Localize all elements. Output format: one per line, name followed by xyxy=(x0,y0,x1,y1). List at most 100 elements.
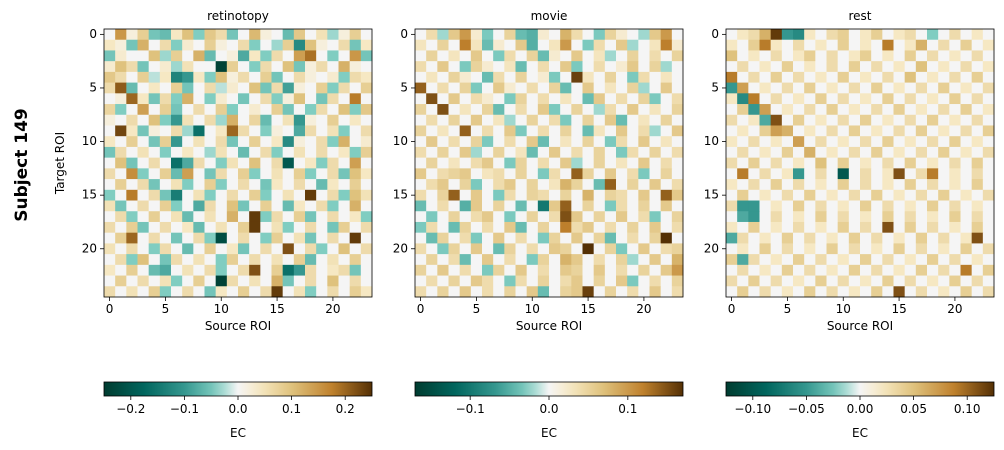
heatmap-cell xyxy=(616,125,628,137)
heatmap-cell xyxy=(159,243,172,255)
heatmap-cell xyxy=(915,125,928,137)
heatmap-cell xyxy=(793,125,805,137)
heatmap-cell xyxy=(148,200,161,212)
heatmap-cell xyxy=(949,254,961,266)
heatmap-cell xyxy=(604,146,617,159)
heatmap-cell xyxy=(871,254,883,266)
heatmap-cell xyxy=(860,71,872,83)
heatmap-cell xyxy=(448,254,461,266)
heatmap-cell xyxy=(282,29,295,41)
heatmap-cell xyxy=(604,50,617,62)
heatmap-cell xyxy=(949,82,961,94)
heatmap-cell xyxy=(726,189,738,201)
heatmap-cell xyxy=(182,93,194,105)
heatmap-cell xyxy=(249,232,261,244)
heatmap-cell xyxy=(949,50,961,62)
y-tick-label: 10 xyxy=(393,134,408,148)
heatmap-cell xyxy=(759,264,772,276)
heatmap-cell xyxy=(171,179,183,191)
heatmap-cell xyxy=(938,82,950,94)
heatmap-cell xyxy=(560,104,572,116)
heatmap-cell xyxy=(515,168,528,180)
heatmap-cell xyxy=(271,200,284,212)
heatmap-cell xyxy=(649,243,662,255)
heatmap-cell xyxy=(193,200,205,212)
heatmap-cell xyxy=(515,221,528,234)
heatmap-cell xyxy=(793,232,805,244)
heatmap-cell xyxy=(137,275,150,287)
heatmap-cell xyxy=(748,146,760,159)
heatmap-cell xyxy=(493,71,505,83)
heatmap-cell xyxy=(604,211,617,223)
heatmap-cell xyxy=(515,71,528,83)
heatmap-cell xyxy=(882,200,894,212)
heatmap-cell xyxy=(604,104,617,116)
heatmap-cell xyxy=(482,189,494,201)
heatmap-cell xyxy=(848,189,861,201)
heatmap-cell xyxy=(126,179,138,191)
heatmap-cell xyxy=(927,200,939,212)
heatmap-cell xyxy=(915,221,928,234)
heatmap-cell xyxy=(871,125,883,137)
heatmap-cell xyxy=(860,157,872,169)
heatmap-cell xyxy=(737,146,749,159)
heatmap-cell xyxy=(459,61,472,73)
heatmap-cell xyxy=(459,93,472,105)
heatmap-cell xyxy=(282,82,295,94)
heatmap-cell xyxy=(182,254,194,266)
heatmap-cell xyxy=(949,168,961,180)
heatmap-cell xyxy=(982,29,995,41)
heatmap-cell xyxy=(793,39,805,51)
heatmap-cell xyxy=(415,39,427,51)
heatmap-cell xyxy=(660,254,673,266)
heatmap-cell xyxy=(938,93,950,105)
heatmap-cell xyxy=(148,286,161,298)
heatmap-cell xyxy=(349,254,362,266)
heatmap-cell xyxy=(627,136,639,148)
heatmap-cell xyxy=(759,211,772,223)
heatmap-cell xyxy=(504,50,516,62)
heatmap-cell xyxy=(837,93,850,105)
heatmap-cell xyxy=(448,286,461,298)
axes-frame xyxy=(725,28,995,298)
heatmap-cell xyxy=(748,157,760,169)
heatmap-cell xyxy=(837,104,850,116)
heatmap-cell xyxy=(671,232,684,244)
heatmap-cell xyxy=(593,232,606,244)
heatmap-cell xyxy=(837,200,850,212)
heatmap-cell xyxy=(582,232,595,244)
heatmap-cell xyxy=(726,125,738,137)
heatmap-cell xyxy=(815,189,827,201)
heatmap-cell xyxy=(960,275,973,287)
heatmap-cell xyxy=(560,157,572,169)
heatmap-cell xyxy=(493,136,505,148)
heatmap-cell xyxy=(971,157,984,169)
colorbar-tick-label: 0.2 xyxy=(336,402,355,416)
heatmap-cell xyxy=(137,264,150,276)
heatmap-cell xyxy=(260,114,272,126)
heatmap-cell xyxy=(848,82,861,94)
heatmap-cell xyxy=(327,29,339,41)
heatmap-cell xyxy=(759,71,772,83)
heatmap-cell xyxy=(459,168,472,180)
y-tick-label: 15 xyxy=(704,188,719,202)
heatmap-cell xyxy=(338,275,351,287)
heatmap-cell xyxy=(638,104,650,116)
heatmap-cell xyxy=(470,29,483,41)
heatmap-cell xyxy=(815,125,827,137)
heatmap-cell xyxy=(737,254,749,266)
heatmap-cell xyxy=(204,254,217,266)
heatmap-cell xyxy=(448,93,461,105)
heatmap-cell xyxy=(437,179,449,191)
heatmap-cell xyxy=(826,286,839,298)
heatmap-cell xyxy=(238,61,250,73)
heatmap-cell xyxy=(737,189,749,201)
heatmap-cell xyxy=(305,125,317,137)
heatmap-cell xyxy=(737,243,749,255)
heatmap-cell xyxy=(971,168,984,180)
heatmap-cell xyxy=(305,243,317,255)
heatmap-cell xyxy=(126,61,138,73)
heatmap-cell xyxy=(493,179,505,191)
heatmap-cell xyxy=(470,286,483,298)
heatmap-cell xyxy=(204,50,217,62)
